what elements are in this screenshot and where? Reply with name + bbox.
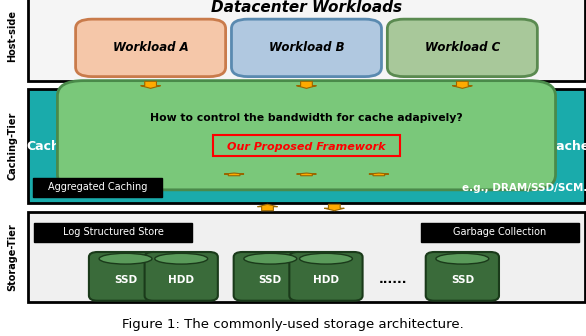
FancyArrow shape [297, 81, 316, 88]
Text: Cache: Cache [547, 140, 586, 153]
Bar [33, 178, 162, 197]
Text: How to control the bandwidth for cache adapively?: How to control the bandwidth for cache a… [150, 113, 463, 123]
Bar [213, 135, 400, 156]
FancyArrow shape [224, 173, 244, 176]
Text: Figure 1: The commonly-used storage architecture.: Figure 1: The commonly-used storage arch… [122, 318, 464, 331]
Text: Cache: Cache [26, 140, 69, 153]
Ellipse shape [436, 253, 489, 264]
FancyArrow shape [452, 81, 472, 88]
Text: Storage-Tier: Storage-Tier [7, 223, 18, 291]
Text: SSD: SSD [259, 275, 282, 285]
FancyBboxPatch shape [289, 252, 363, 301]
Bar [28, 89, 585, 203]
FancyBboxPatch shape [234, 252, 307, 301]
Text: HDD: HDD [168, 275, 194, 285]
Text: Log Structured Store: Log Structured Store [63, 227, 163, 237]
FancyArrow shape [369, 173, 389, 176]
Text: Caching-Tier: Caching-Tier [7, 112, 18, 180]
FancyBboxPatch shape [425, 252, 499, 301]
Text: Workload A: Workload A [113, 41, 189, 54]
FancyBboxPatch shape [76, 19, 226, 77]
Text: e.g., DRAM/SSD/SCM...: e.g., DRAM/SSD/SCM... [462, 183, 586, 193]
Bar [34, 223, 192, 242]
Bar [28, 0, 585, 81]
Text: ......: ...... [379, 273, 407, 286]
FancyArrow shape [141, 81, 161, 88]
FancyArrow shape [297, 173, 316, 176]
Text: Datacenter Workloads: Datacenter Workloads [211, 0, 402, 15]
FancyBboxPatch shape [231, 19, 381, 77]
Text: SSD: SSD [114, 275, 137, 285]
Text: Workload B: Workload B [268, 41, 345, 54]
FancyBboxPatch shape [89, 252, 162, 301]
FancyBboxPatch shape [57, 81, 556, 190]
Ellipse shape [99, 253, 152, 264]
FancyBboxPatch shape [145, 252, 218, 301]
Bar [28, 212, 585, 302]
Bar [421, 223, 579, 242]
Text: Aggregated Caching: Aggregated Caching [47, 182, 147, 193]
Text: HDD: HDD [313, 275, 339, 285]
Text: Garbage Collection: Garbage Collection [453, 227, 547, 237]
Ellipse shape [299, 253, 352, 264]
Text: Our Proposed Framework: Our Proposed Framework [227, 142, 386, 152]
Text: SSD: SSD [451, 275, 474, 285]
FancyArrow shape [257, 204, 278, 211]
Text: Workload C: Workload C [425, 41, 500, 54]
Ellipse shape [155, 253, 207, 264]
FancyArrow shape [325, 204, 345, 211]
FancyBboxPatch shape [387, 19, 537, 77]
Text: Host-side: Host-side [7, 10, 18, 62]
Ellipse shape [244, 253, 297, 264]
